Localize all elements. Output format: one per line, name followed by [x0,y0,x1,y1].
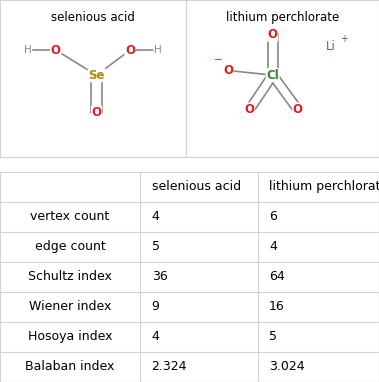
Text: O: O [244,103,254,116]
Text: 9: 9 [152,301,160,314]
Text: 6: 6 [269,210,277,223]
Text: 4: 4 [269,240,277,253]
Text: Li: Li [326,40,336,53]
Text: H: H [24,45,32,55]
Text: Cl: Cl [266,69,279,82]
Text: O: O [268,28,278,41]
Text: H: H [154,45,162,55]
Text: Schultz index: Schultz index [28,270,112,283]
Text: 2.324: 2.324 [152,361,187,374]
Text: O: O [125,44,135,57]
Text: selenious acid: selenious acid [152,180,241,193]
Text: lithium perchlorate: lithium perchlorate [269,180,379,193]
Text: 4: 4 [152,330,160,343]
Text: 5: 5 [269,330,277,343]
Text: lithium perchlorate: lithium perchlorate [226,11,339,24]
Text: Balaban index: Balaban index [25,361,115,374]
Text: 4: 4 [152,210,160,223]
Text: 64: 64 [269,270,285,283]
Text: O: O [293,103,303,116]
Text: O: O [51,44,61,57]
Text: Wiener index: Wiener index [29,301,111,314]
Text: Se: Se [88,69,105,82]
Text: edge count: edge count [35,240,105,253]
Text: Hosoya index: Hosoya index [28,330,112,343]
Text: O: O [223,64,233,77]
Text: selenious acid: selenious acid [51,11,135,24]
Text: vertex count: vertex count [30,210,110,223]
Text: 5: 5 [152,240,160,253]
Text: 36: 36 [152,270,168,283]
Text: O: O [92,106,102,119]
Text: 3.024: 3.024 [269,361,305,374]
Text: 16: 16 [269,301,285,314]
Text: +: + [340,34,348,44]
Text: −: − [214,55,223,65]
